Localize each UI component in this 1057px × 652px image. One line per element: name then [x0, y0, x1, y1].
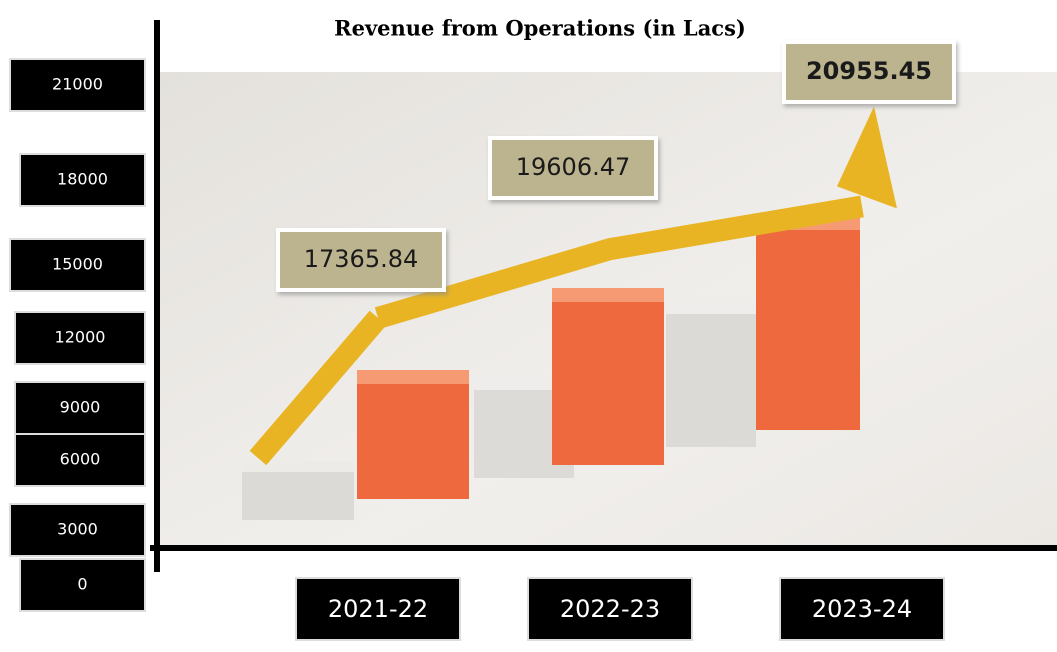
line [374, 195, 864, 329]
y-tick-label: 18000 [57, 170, 108, 189]
y-tick-label: 6000 [60, 450, 101, 469]
y-tick-box [9, 238, 146, 292]
decor-blocks [242, 216, 860, 520]
y-tick-label: 3000 [57, 520, 98, 539]
x-tick-box [295, 577, 461, 641]
y-tick-label: 9000 [60, 398, 101, 417]
y-tick-label: 12000 [55, 328, 106, 347]
value-label: 17365.84 [304, 245, 419, 273]
y-tick-box [14, 381, 146, 435]
x-tick-box [527, 577, 693, 641]
arrow-tail [249, 310, 387, 466]
y-tick-label: 0 [77, 575, 87, 594]
value-label: 19606.47 [516, 153, 631, 181]
y-tick-box [9, 58, 146, 112]
x-tick-label: 2023-24 [812, 595, 912, 623]
x-tick-label: 2022-23 [560, 595, 660, 623]
y-tick-box [19, 558, 146, 612]
y-tick-label: 15000 [52, 255, 103, 274]
arrow-head [837, 106, 897, 209]
chart-title: Revenue from Operations (in Lacs) [334, 16, 746, 41]
value-label-box [782, 40, 956, 104]
y-tick-box [9, 503, 146, 557]
y-tick-box [19, 153, 146, 207]
y-tick-label: 21000 [52, 75, 103, 94]
value-label-box [276, 228, 446, 292]
x-tick-label: 2021-22 [328, 595, 428, 623]
value-label-box [488, 136, 658, 200]
value-label: 20955.45 [806, 57, 932, 85]
x-tick-box [779, 577, 945, 641]
y-tick-box [14, 433, 146, 487]
y-tick-box [14, 311, 146, 365]
